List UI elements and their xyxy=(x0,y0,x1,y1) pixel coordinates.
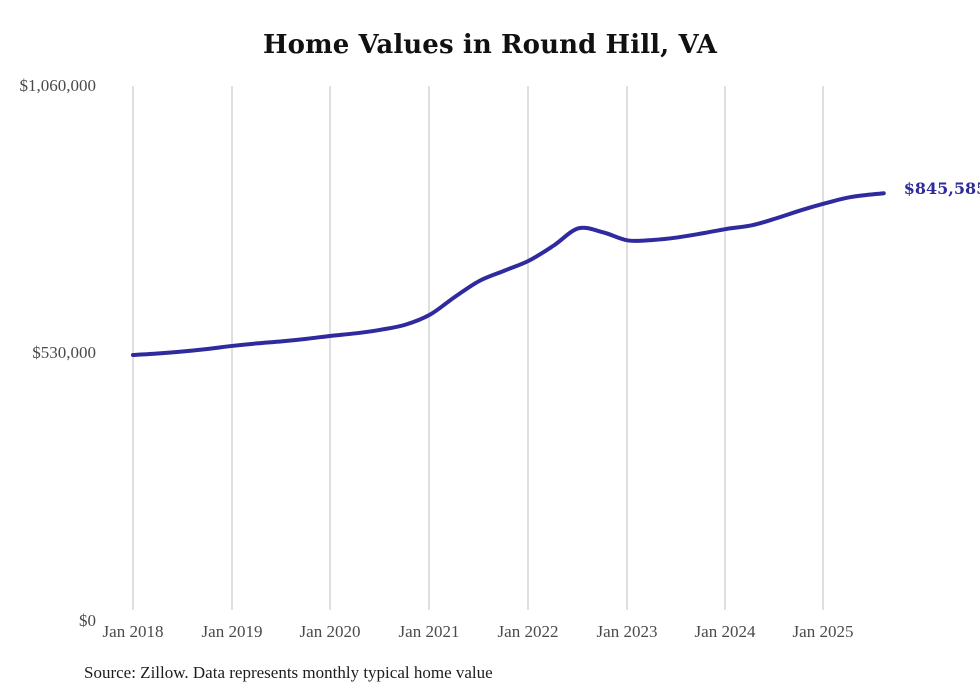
x-axis-tick-jan-2024: Jan 2024 xyxy=(694,622,756,641)
x-gridlines xyxy=(132,86,824,610)
x-axis-tick-jan-2023: Jan 2023 xyxy=(596,622,658,641)
chart-title: Home Values in Round Hill, VA xyxy=(262,30,717,60)
home-value-line xyxy=(131,191,886,358)
x-axis-tick-jan-2025: Jan 2025 xyxy=(792,622,854,641)
y-axis-tick-middle: $530,000 xyxy=(32,343,96,362)
x-axis-tick-jan-2018: Jan 2018 xyxy=(102,622,164,641)
end-value-annotation: $845,585 xyxy=(903,179,980,199)
x-axis-tick-jan-2019: Jan 2019 xyxy=(201,622,263,641)
x-axis-tick-jan-2021: Jan 2021 xyxy=(398,622,460,641)
source-note: Source: Zillow. Data represents monthly … xyxy=(84,663,493,682)
x-axis-tick-jan-2020: Jan 2020 xyxy=(299,622,361,641)
y-axis-tick-top: $1,060,000 xyxy=(19,76,97,95)
x-axis-tick-jan-2022: Jan 2022 xyxy=(497,622,559,641)
y-axis-tick-bottom: $0 xyxy=(79,611,96,630)
